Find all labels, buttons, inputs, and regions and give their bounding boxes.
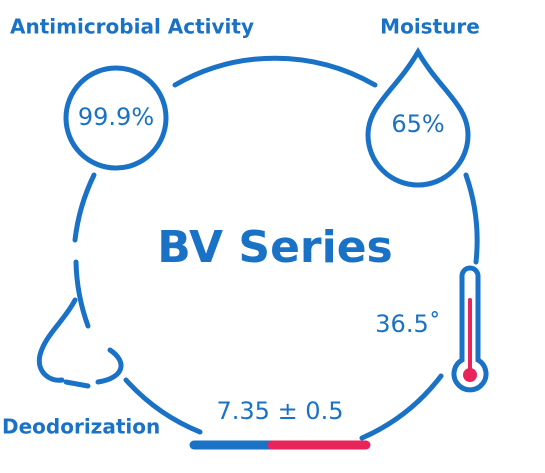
ring-arc [73,259,91,329]
moisture-drop [365,47,471,188]
feature-label: Deodorization [2,415,160,439]
ring-arc [463,172,480,265]
antimicrobial-circle [63,65,169,171]
feature-label: Antimicrobial Activity [10,15,254,39]
ring-arc [72,172,97,243]
ring-arc [359,373,444,441]
nose-icon [63,379,91,389]
feature-label: Moisture [380,15,480,39]
title: BV Series [157,222,392,273]
feature-value: 65% [391,110,444,138]
thermometer [451,265,489,393]
nose-icon [95,347,124,385]
feature-value: 36.5˚ [375,310,440,338]
feature-value: 7.35 ± 0.5 [217,397,344,425]
ring-arc [123,377,203,435]
nose-icon [36,297,78,383]
ring-arc [172,55,378,88]
feature-value: 99.9% [78,103,154,131]
thermometer-bulb [463,368,477,382]
